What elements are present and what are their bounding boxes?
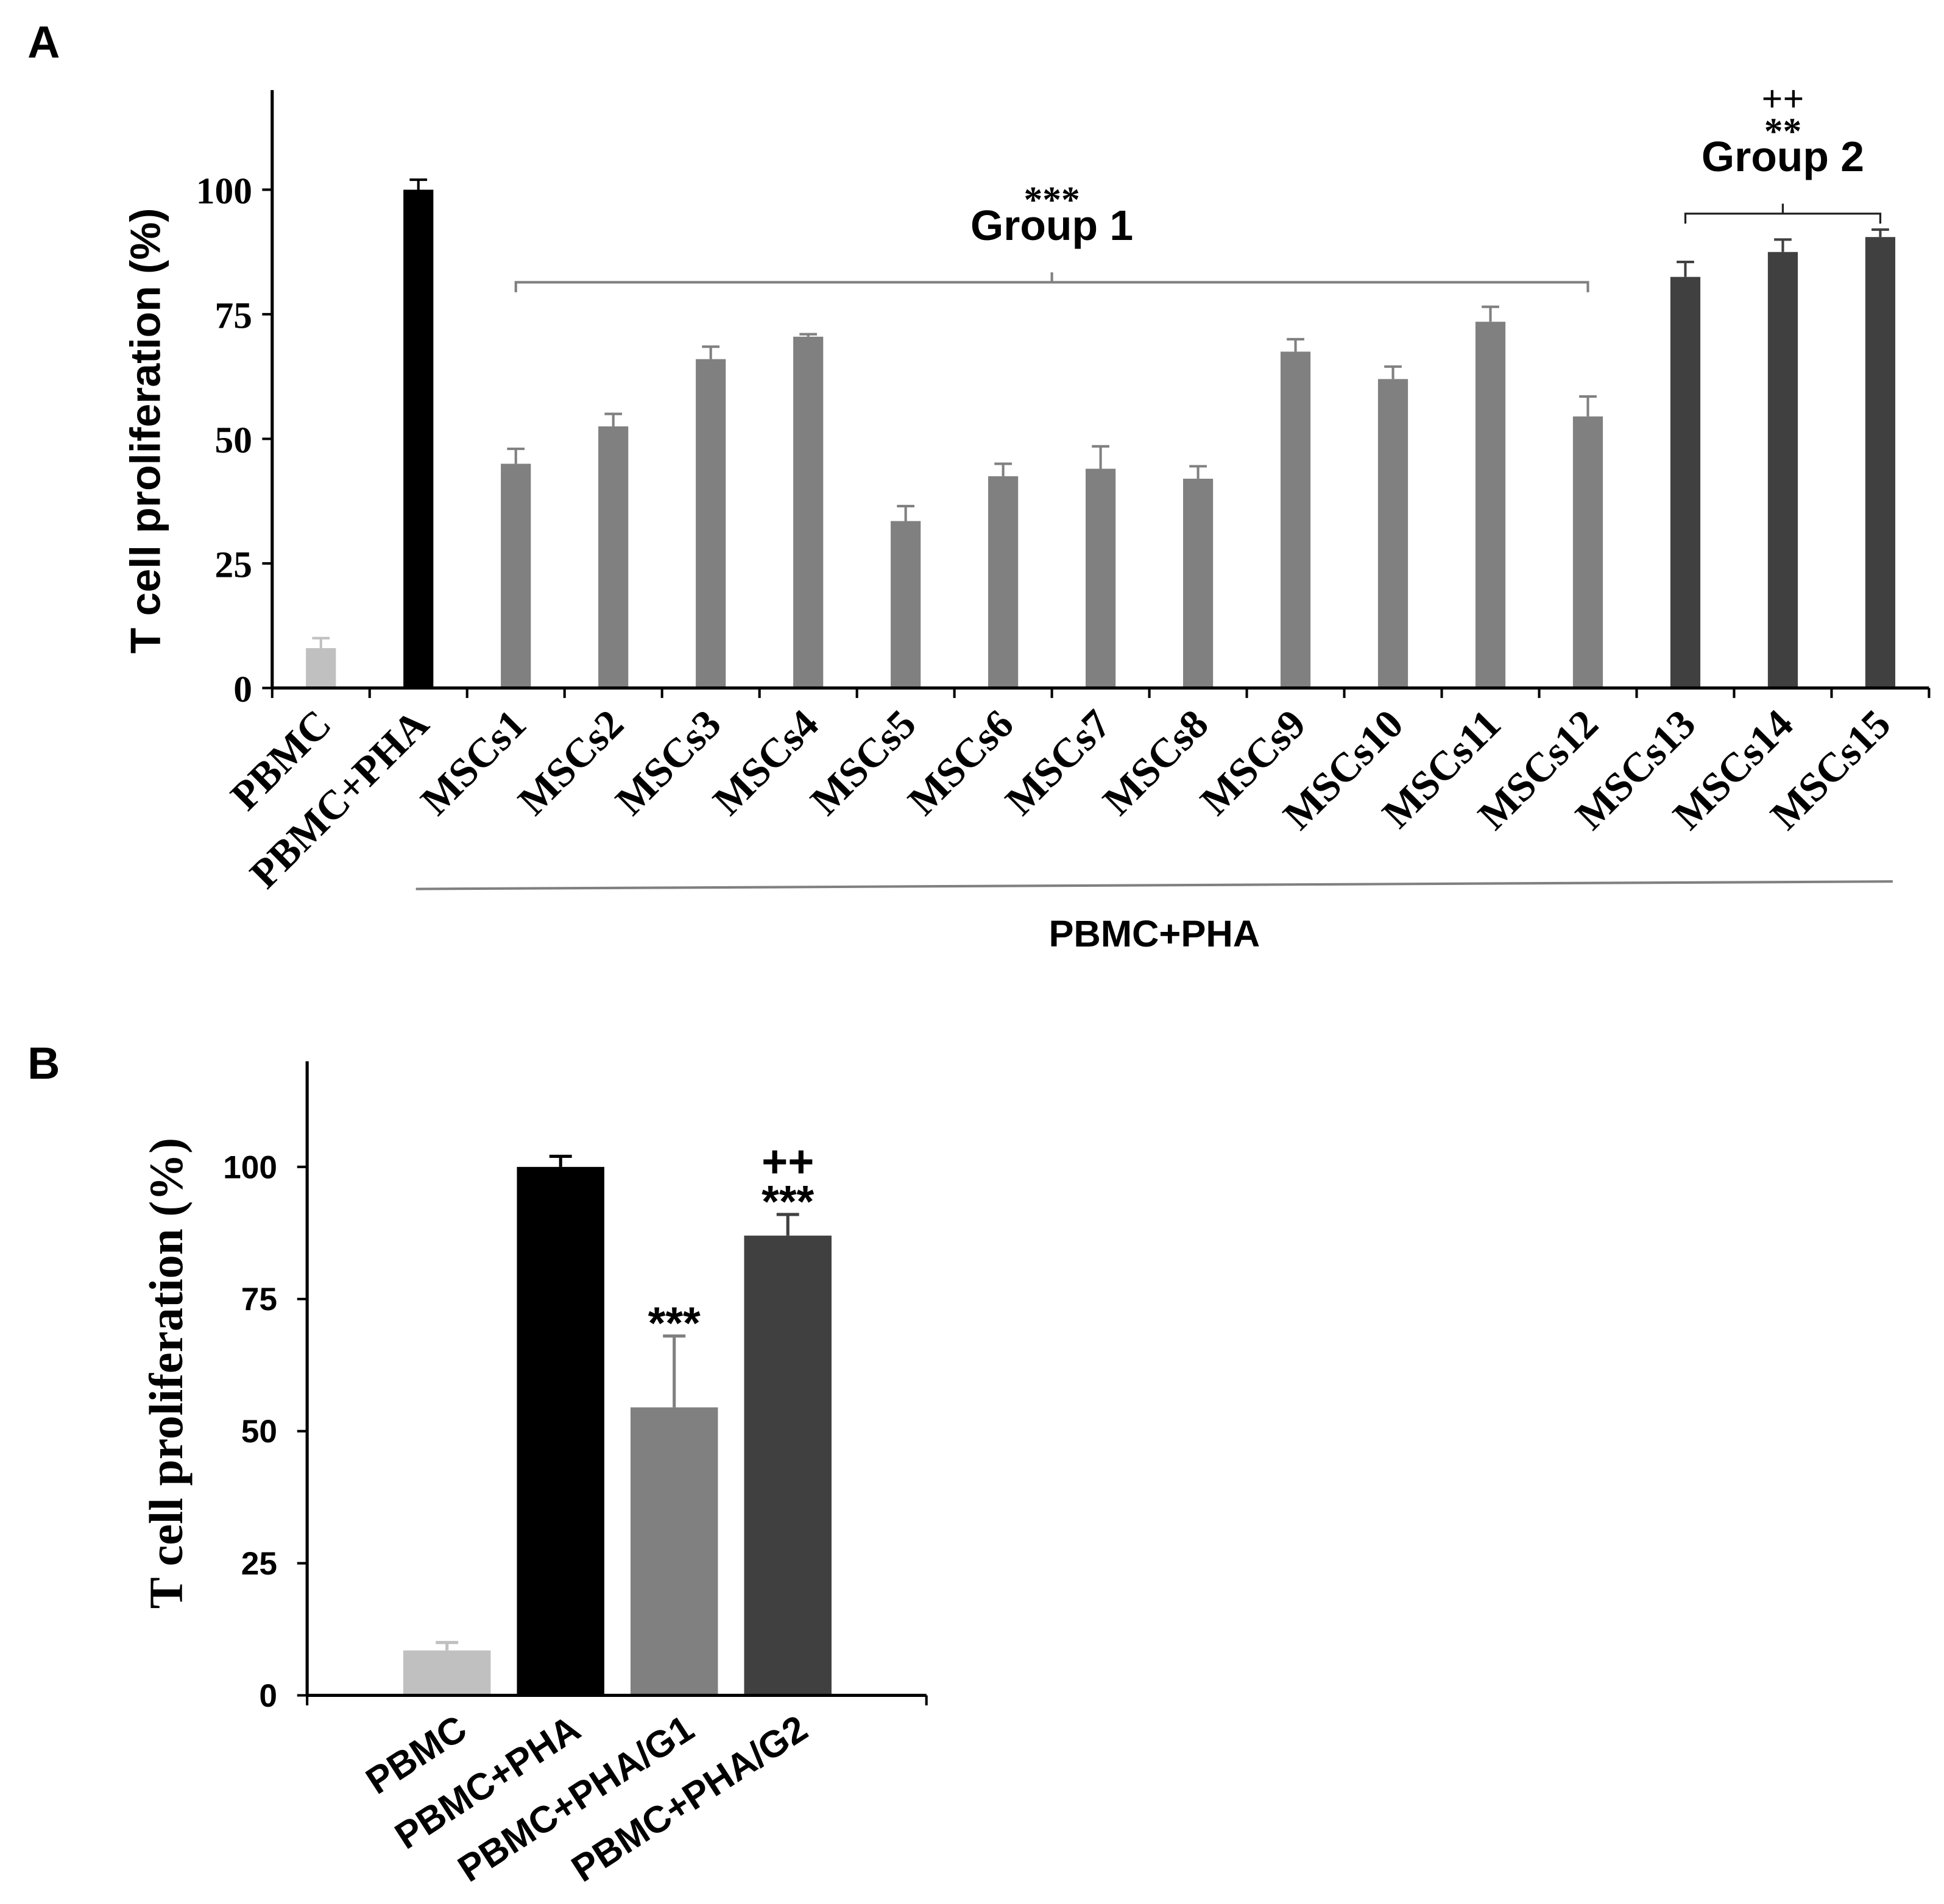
bar-pbmc-pha (517, 1166, 604, 1696)
y-tick-label-50: 50 (215, 420, 252, 461)
significance-mark-pbmc-pha-g2: *** (762, 1176, 814, 1227)
significance-mark-pbmc-pha-g2: ++ (762, 1136, 814, 1186)
bar-pbmc (403, 1650, 491, 1696)
bar-mscs3 (696, 359, 726, 688)
bar-mscs11 (1475, 322, 1506, 688)
y-tick-label-25: 25 (215, 545, 252, 586)
error-bar-mscs10 (1384, 365, 1402, 379)
panel-b-y-axis-title: T cell proliferation (%) (140, 1138, 193, 1609)
error-bar-mscs1 (507, 447, 525, 464)
panel-a-plot: 0255075100PBMCPBMC+PHAMSCs1MSCs2MSCs3MSC… (196, 79, 1931, 955)
error-bar-pbmc (436, 1641, 459, 1651)
panel-b-plot: 0255075100PBMCPBMC+PHAPBMC+PHA/G1PBMC+PH… (223, 1136, 928, 1891)
error-bar-pbmc-pha-g1 (663, 1334, 686, 1408)
y-tick-label-25: 25 (241, 1546, 277, 1582)
bracket-line (1684, 203, 1882, 224)
bar-mscs2 (598, 426, 629, 688)
error-bar-mscs13 (1677, 261, 1694, 277)
group-1-label: Group 1 (970, 202, 1133, 249)
y-tick-label-75: 75 (241, 1282, 277, 1317)
panel-a-label: A (27, 17, 60, 68)
panel-b: B T cell proliferation (%) 0255075100PBM… (27, 1038, 928, 1891)
bar-mscs6 (988, 476, 1019, 688)
y-tick-label-0: 0 (233, 669, 252, 710)
y-tick-label-100: 100 (223, 1149, 277, 1185)
x-tick-label-mscs2: MSCs2 (509, 701, 632, 824)
bar-mscs15 (1865, 237, 1896, 688)
treatment-label: PBMC+PHA (1048, 913, 1260, 955)
x-tick-label-mscs8: MSCs8 (1094, 701, 1217, 824)
bar-mscs12 (1572, 416, 1603, 688)
error-bar-mscs3 (702, 345, 720, 359)
bar-pbmc (306, 648, 336, 688)
group-2-label: Group 2 (1702, 133, 1864, 180)
bar-mscs4 (793, 336, 824, 688)
group-1-significance-mark: *** (1024, 180, 1080, 221)
y-tick-label-100: 100 (196, 171, 252, 212)
bar-mscs7 (1086, 468, 1116, 688)
bar-mscs1 (501, 464, 531, 688)
error-bar-pbmc-pha-g2 (776, 1213, 799, 1236)
panel-a-y-axis-title: T cell proliferation (%) (121, 208, 169, 654)
bar-pbmc-pha-g1 (630, 1407, 718, 1696)
bar-pbmc-pha (403, 189, 434, 688)
bar-mscs14 (1767, 252, 1798, 688)
error-bar-pbmc-pha (549, 1154, 572, 1167)
group-2-bracket (1684, 203, 1882, 224)
error-bar-mscs6 (994, 462, 1012, 476)
error-bar-mscs11 (1482, 305, 1499, 322)
group-2-significance-mark: ++ (1761, 79, 1804, 120)
panel-a: A T cell proliferation (%) 0 25 50 75 100 PBM… (27, 17, 1931, 955)
error-bar-mscs8 (1189, 465, 1207, 479)
bar-mscs5 (891, 521, 921, 688)
bar-mscs8 (1182, 478, 1214, 688)
y-tick-label-50: 50 (241, 1414, 277, 1450)
treatment-underline (415, 880, 1893, 890)
significance-mark-pbmc-pha-g1: *** (648, 1298, 701, 1349)
bar-pbmc-pha-g2 (744, 1235, 832, 1696)
x-tick-label-mscs1: MSCs1 (412, 701, 535, 824)
error-bar-mscs15 (1872, 228, 1889, 238)
bar-mscs9 (1280, 351, 1311, 688)
error-bar-mscs2 (604, 412, 623, 427)
error-bar-mscs5 (897, 504, 914, 521)
error-bar-pbmc-pha (409, 178, 428, 190)
x-tick-label-mscs5: MSCs5 (802, 701, 925, 824)
error-bar-mscs4 (799, 333, 818, 337)
error-bar-pbmc (312, 636, 330, 649)
bar-mscs13 (1670, 277, 1701, 688)
y-tick-label-0: 0 (259, 1678, 277, 1714)
group-1-bracket (514, 272, 1589, 292)
bracket-line (514, 272, 1589, 292)
y-tick-label-75: 75 (215, 295, 252, 337)
x-tick-label-mscs4: MSCs4 (704, 701, 827, 824)
group-2-significance-mark: ** (1764, 111, 1801, 152)
error-bar-mscs14 (1774, 238, 1792, 252)
x-tick-label-mscs6: MSCs6 (899, 701, 1022, 824)
x-tick-label-mscs3: MSCs3 (607, 701, 730, 824)
error-bar-mscs12 (1579, 395, 1597, 417)
error-bar-mscs7 (1092, 445, 1109, 469)
x-tick-label-mscs7: MSCs7 (997, 701, 1120, 824)
panel-b-label: B (27, 1038, 60, 1088)
error-bar-mscs9 (1287, 337, 1304, 352)
bar-mscs10 (1377, 379, 1409, 688)
